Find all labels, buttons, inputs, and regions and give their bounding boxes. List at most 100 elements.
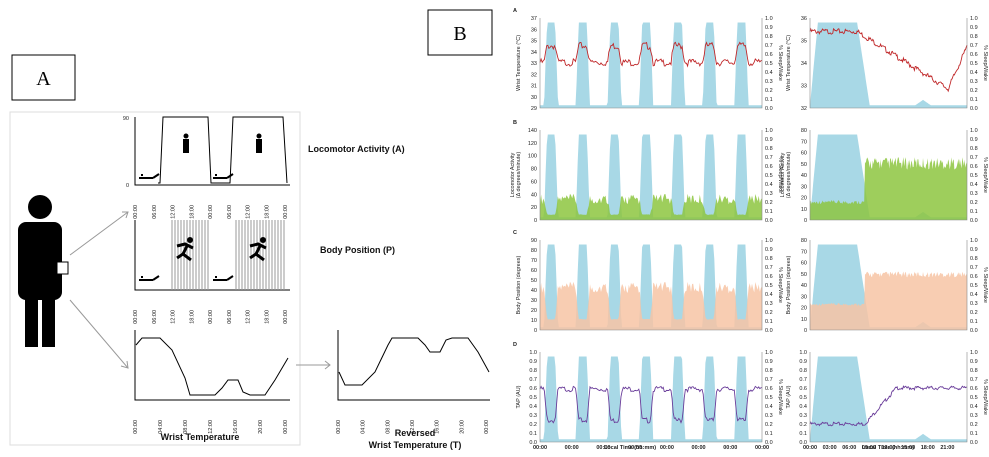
y-tick-label: 120	[528, 141, 537, 147]
x-tick-label: 04:00	[361, 420, 367, 434]
x-tick-label: 12:00	[208, 420, 214, 434]
y-tick-label: 0.1	[799, 431, 807, 437]
series-line	[809, 385, 968, 427]
x-tick-label: 00:00	[755, 445, 769, 451]
y2-tick-label: 0.5	[765, 283, 773, 289]
series-line	[809, 27, 968, 93]
y-tick-label: 20	[531, 308, 537, 314]
x-tick-label: 00:00	[660, 445, 674, 451]
y2-tick-label: 0.9	[765, 359, 773, 365]
y-tick-label: 40	[801, 173, 807, 179]
row-letter: A	[513, 8, 517, 14]
sleep-area	[810, 134, 967, 220]
y-tick-label: 0.0	[799, 440, 807, 446]
x-tick-label: 18:00	[921, 445, 935, 451]
y-tick-label: 0.6	[799, 386, 807, 392]
y2-tick-label: 0.8	[970, 368, 978, 374]
y-axis-label: Wrist Temperature (°C)	[516, 35, 522, 91]
y-tick-label: 31	[531, 84, 537, 90]
y-tick-label: 0.4	[799, 404, 807, 410]
y2-axis-label: % Sleep/Wake	[777, 157, 783, 193]
y-tick-label: 32	[801, 106, 807, 112]
axes	[809, 240, 968, 331]
x-tick-label: 12:00	[246, 205, 252, 219]
y2-tick-label: 0.0	[765, 218, 773, 224]
y2-tick-label: 0.0	[765, 328, 773, 334]
y-tick-label: 0	[534, 328, 537, 334]
y2-tick-label: 0.2	[970, 422, 978, 428]
chart-label: Reversed	[395, 428, 436, 438]
y-tick-label: 20	[801, 306, 807, 312]
y-tick-label: 40	[531, 288, 537, 294]
x-tick-label: 00:00	[723, 445, 737, 451]
x-tick-label: 18:00	[189, 310, 195, 324]
y-tick-label: 1.0	[799, 350, 807, 356]
axes	[134, 330, 290, 401]
y2-axis-label: % Sleep/Wake	[982, 45, 988, 81]
y-tick-label: 0	[804, 218, 807, 224]
y2-tick-label: 0.5	[765, 173, 773, 179]
axes	[134, 117, 290, 186]
y2-tick-label: 0.2	[970, 310, 978, 316]
x-tick-label: 00:00	[484, 420, 490, 434]
y-tick-label: 33	[801, 84, 807, 90]
temperature-line	[135, 337, 289, 396]
y-tick-label: 140	[528, 128, 537, 134]
row-letter: B	[513, 120, 517, 126]
y-tick-label: 0.4	[529, 404, 537, 410]
y-tick-label: 80	[801, 238, 807, 244]
y2-tick-label: 0.1	[970, 431, 978, 437]
y-tick-label: 0.2	[799, 422, 807, 428]
y-tick-label: 20	[531, 205, 537, 211]
y2-tick-label: 0.6	[765, 164, 773, 170]
y-tick-label: 0	[804, 328, 807, 334]
x-axis-label: Local Time (hh:mm)	[604, 445, 656, 451]
y2-tick-label: 1.0	[765, 350, 773, 356]
y2-tick-label: 1.0	[970, 16, 978, 22]
y2-tick-label: 0.7	[765, 377, 773, 383]
y2-tick-label: 0.3	[970, 191, 978, 197]
y2-tick-label: 0.1	[765, 431, 773, 437]
y-tick-label: 70	[531, 258, 537, 264]
x-tick-label: 00:00	[692, 445, 706, 451]
y2-tick-label: 0.4	[970, 404, 978, 410]
axes	[539, 130, 763, 221]
x-tick-label: 00:00	[133, 310, 139, 324]
y2-tick-label: 0.5	[970, 283, 978, 289]
x-tick-label: 06:00	[152, 205, 158, 219]
activity-line	[158, 116, 288, 184]
y2-axis-label: % Sleep/Wake	[982, 379, 988, 415]
y-tick-label: 0.7	[529, 377, 537, 383]
y2-tick-label: 0.5	[970, 173, 978, 179]
y2-tick-label: 0.3	[765, 79, 773, 85]
y-tick-label: 70	[801, 249, 807, 255]
x-tick-label: 00:00	[208, 310, 214, 324]
y2-tick-label: 1.0	[765, 238, 773, 244]
y2-tick-label: 0.1	[765, 319, 773, 325]
y-tick-label: 0	[534, 218, 537, 224]
series-area	[540, 281, 762, 330]
y2-tick-label: 0.9	[765, 137, 773, 143]
axes	[337, 330, 490, 401]
x-tick-label: 12:00	[171, 310, 177, 324]
y-tick-label: 50	[801, 272, 807, 278]
sleep-area	[540, 356, 762, 442]
y2-tick-label: 0.9	[970, 137, 978, 143]
label-box	[11, 54, 76, 101]
sleeper-icon	[213, 173, 234, 179]
x-tick-label: 00:00	[596, 445, 610, 451]
y-tick-label: 20	[801, 196, 807, 202]
x-tick-label: 18:00	[264, 205, 270, 219]
y-tick-label: 80	[531, 248, 537, 254]
y-tick-label: 30	[531, 95, 537, 101]
y2-tick-label: 0.3	[765, 301, 773, 307]
y2-tick-label: 0.8	[765, 256, 773, 262]
y2-tick-label: 1.0	[970, 350, 978, 356]
x-tick-label: 06:00	[152, 310, 158, 324]
y2-axis-label: % Sleep/Wake	[777, 267, 783, 303]
y-tick-label: 60	[801, 261, 807, 267]
y2-tick-label: 0.9	[970, 359, 978, 365]
axes	[809, 18, 968, 109]
y2-tick-label: 0.8	[970, 34, 978, 40]
person-icon	[183, 133, 189, 139]
